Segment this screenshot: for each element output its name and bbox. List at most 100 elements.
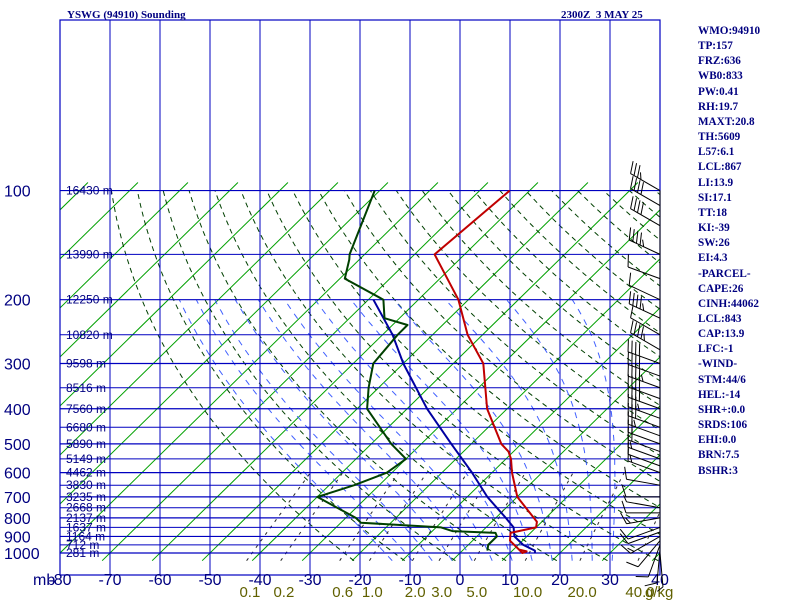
wind-barb [627,351,661,377]
parcel-trace [372,299,536,554]
wind-barb-staff [627,266,661,280]
temperature-tick-label: -70 [98,572,121,589]
index-item: CINH:44062 [698,297,759,310]
wind-barb [627,419,661,445]
mixing-ratio-label: 10.0 [513,584,542,600]
wind-barb-feather [628,272,632,286]
pressure-tick-label: 800 [4,511,31,528]
dry-adiabat-line [318,190,660,509]
mixing-ratio-unit: g/kg [645,584,673,600]
mixing-ratio-line [280,472,344,561]
wind-barb [630,320,661,351]
dry-adiabat-line [188,190,507,562]
pressure-tick-label: 700 [4,490,31,507]
temperature-tick-label: -80 [48,572,71,589]
wind-barb-feather [629,455,633,463]
mixing-ratio-label: 0.2 [273,584,294,600]
wind-barb-feather [620,512,627,525]
mixing-ratio-label: 40.0 [625,584,654,600]
height-label: 1637 m [66,520,106,534]
temperature-trace [433,189,538,554]
wind-barb-feather [625,517,631,524]
wind-barb-feather [639,296,643,309]
wind-barb [630,196,661,227]
stability-indices-panel: WMO:94910 TP:157 FRZ:636 WB0:833 PW:0.41 RH:1… [698,24,760,479]
wind-barb-feather [642,239,645,247]
wind-barb [621,484,660,498]
wind-barb-feather [636,180,641,193]
wind-barb-feather [632,292,635,306]
wind-barb-staff [627,351,661,364]
wind-barb-staff [627,375,661,389]
wind-barb-staff [626,517,661,525]
wind-barb [620,535,661,554]
pressure-tick-label: 1000 [4,546,40,563]
temperature-tick-label: -20 [348,572,371,589]
index-item: TT:18 [698,206,728,219]
dry-adiabat-line [266,190,659,562]
dry-adiabat-line [369,190,660,457]
wind-barb-staff [627,431,661,445]
index-item: TH:5609 [698,131,741,144]
moist-adiabat-line [234,299,453,561]
sounding-profiles [316,189,538,554]
wind-barb-feather [636,200,641,213]
wind-barb [620,512,661,525]
index-item: LI:13.9 [698,176,734,189]
dewpoint-trace [316,190,498,551]
wind-barb-staff [628,284,661,301]
wind-barb [627,394,661,419]
wind-barb-feather [639,232,643,246]
index-item: SRDS:106 [698,419,748,432]
index-item: LCL:867 [698,161,742,174]
mixing-ratio-line [637,510,660,561]
wind-barb-staff [630,317,661,336]
temperature-tick-label: -30 [298,572,321,589]
height-label: 5890 m [66,437,106,451]
wind-barb-staff [627,446,661,460]
wind-barb-feather [633,198,638,211]
height-label: 5149 m [66,452,106,466]
isotherm-line [151,182,539,562]
wind-barb-feather [633,322,638,335]
mixing-ratio-label: 0.1 [239,584,260,600]
mixing-ratio-line [579,472,625,561]
moist-adiabat-line [350,299,533,561]
wind-barb-staff [627,415,661,428]
wind-barb-feather [633,178,638,191]
wind-barb-feather [621,500,627,514]
wind-barb-feather [630,196,634,209]
wind-barb-staff [627,423,661,437]
wind-barb-staff [659,552,664,587]
index-item: TP:157 [698,40,733,53]
moist-adiabat-line [506,299,593,561]
moist-adiabat-line [214,299,433,561]
index-item: RH:19.7 [698,100,739,113]
wind-barb-feather [629,441,633,449]
wind-barb-feather [626,561,639,568]
wind-barb-staff [627,396,661,410]
mixing-ratio-label: 2.0 [405,584,426,600]
wind-barb-feather [620,544,631,554]
wind-barb-feather [630,161,634,174]
isotherm-line [501,405,660,562]
mixing-ratio-label: 3.0 [431,584,452,600]
height-label: 6680 m [66,420,106,434]
wind-barb [627,254,661,280]
wind-barb-staff [656,548,661,583]
temperature-tick-label: -10 [398,572,421,589]
wind-barb-staff [627,453,661,467]
moist-adiabat-line [195,299,413,562]
height-label: 7560 m [66,402,106,416]
wind-barb [630,176,661,206]
wind-barb-staff [630,173,661,191]
dry-adiabat-line [344,190,660,482]
wind-barb [628,291,661,319]
temperature-tick-label: 10 [501,572,519,589]
isotherm-line [60,182,389,505]
wind-barb-feather [640,202,644,215]
height-label: 10820 m [66,328,113,342]
dry-adiabat-line [421,190,660,406]
pressure-axis-label: mb [33,572,55,589]
